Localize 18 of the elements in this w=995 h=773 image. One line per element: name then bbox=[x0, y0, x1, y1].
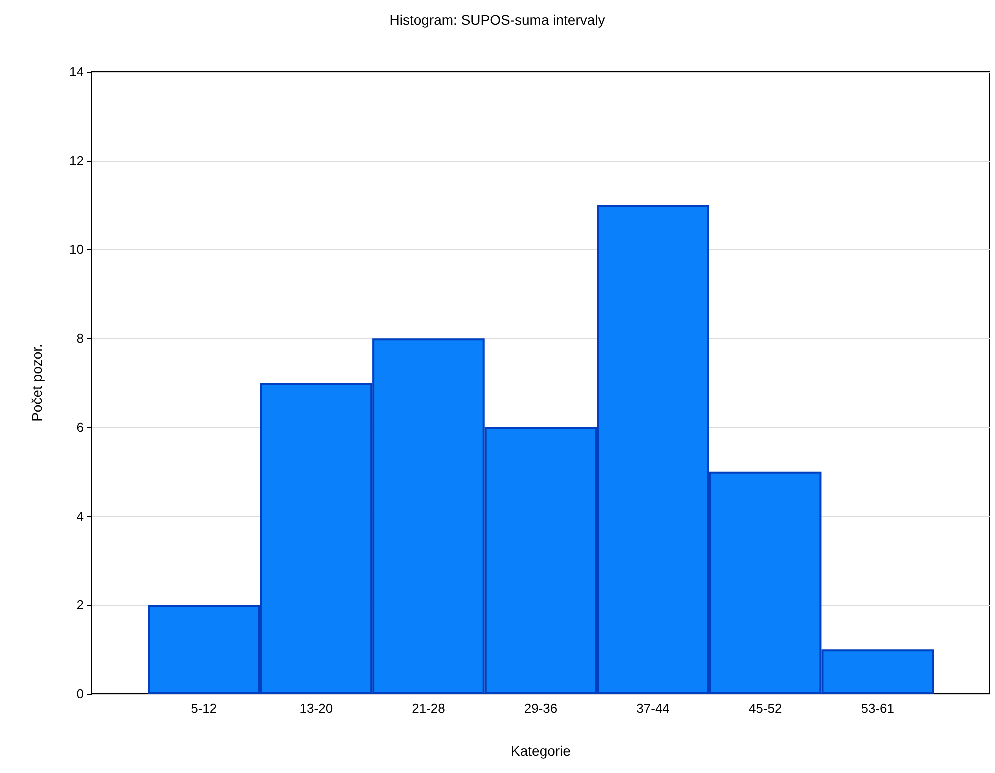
y-tick-label: 10 bbox=[70, 242, 84, 258]
chart-title: Histogram: SUPOS-suma intervaly bbox=[390, 12, 606, 28]
x-tick-label: 45-52 bbox=[748, 701, 782, 716]
x-tick-label: 37-44 bbox=[636, 701, 670, 716]
y-tick-label: 2 bbox=[76, 598, 84, 613]
y-tick-label: 4 bbox=[76, 508, 84, 524]
x-tick-label: 5-12 bbox=[191, 701, 218, 716]
x-tick-label: 13-20 bbox=[300, 701, 334, 716]
y-tick-label: 8 bbox=[76, 331, 84, 346]
y-tick-label: 6 bbox=[76, 420, 84, 435]
x-tick-label: 21-28 bbox=[412, 701, 446, 716]
y-axis-title: Počet pozor. bbox=[29, 344, 45, 422]
x-tick-label: 29-36 bbox=[524, 701, 558, 716]
y-tick-label: 0 bbox=[76, 686, 84, 702]
y-tick-label: 12 bbox=[70, 153, 84, 168]
y-tick-label: 14 bbox=[70, 64, 84, 80]
x-tick-label: 53-61 bbox=[861, 701, 894, 716]
x-axis-title: Kategorie bbox=[511, 743, 572, 759]
